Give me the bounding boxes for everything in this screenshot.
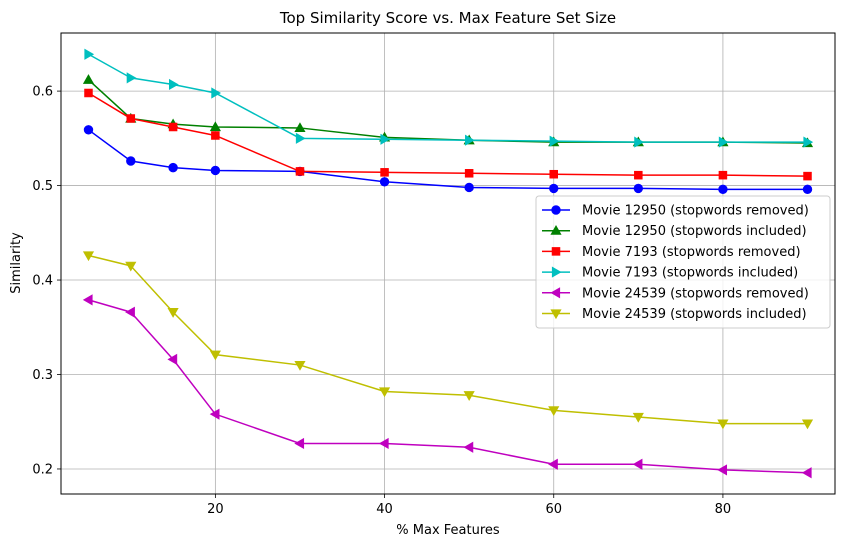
- x-tick-label: 20: [207, 502, 224, 517]
- data-point: [548, 458, 558, 470]
- legend-entry: Movie 12950 (stopwords included): [542, 224, 807, 239]
- data-point: [211, 87, 222, 99]
- legend-label: Movie 7193 (stopwords included): [582, 266, 798, 281]
- data-point: [167, 308, 179, 318]
- data-point: [294, 360, 306, 371]
- data-point: [378, 387, 391, 398]
- series-1: [83, 125, 813, 195]
- data-point: [633, 183, 644, 194]
- data-point: [464, 169, 474, 178]
- data-point: [83, 125, 94, 135]
- axis-ticks: 20 40 60 80 0.2 0.3 0.4 0.5 0.6: [32, 85, 731, 517]
- data-point: [168, 78, 179, 91]
- data-point: [463, 391, 475, 401]
- data-point: [465, 134, 475, 146]
- data-point: [464, 182, 474, 193]
- y-tick-label: 0.2: [32, 462, 53, 477]
- x-axis-label: % Max Features: [396, 523, 500, 538]
- legend-label: Movie 12950 (stopwords removed): [582, 204, 809, 219]
- data-point: [82, 251, 95, 262]
- legend-box: [535, 195, 831, 329]
- data-point: [380, 133, 391, 145]
- data-point: [548, 406, 560, 417]
- data-point: [125, 306, 135, 318]
- legend-swatch-marker: [551, 266, 562, 278]
- legend-entry: Movie 7193 (stopwords removed): [542, 245, 801, 260]
- data-point: [802, 184, 813, 195]
- data-point: [634, 170, 643, 180]
- data-point: [168, 122, 178, 132]
- legend-label: Movie 7193 (stopwords removed): [582, 245, 801, 260]
- data-point: [717, 419, 729, 430]
- legend-swatch-marker: [550, 225, 562, 235]
- x-tick-label: 60: [545, 502, 562, 517]
- x-tick-label: 80: [715, 502, 732, 517]
- series-5: [82, 294, 812, 479]
- legend-swatch-marker: [551, 247, 561, 256]
- y-tick-label: 0.4: [32, 274, 53, 289]
- data-point: [209, 121, 221, 132]
- data-point: [126, 114, 136, 123]
- series-4: [84, 48, 814, 148]
- data-point: [167, 353, 178, 365]
- data-point: [380, 168, 389, 177]
- legend-swatch-marker: [550, 309, 562, 320]
- data-point: [210, 165, 221, 176]
- data-point: [549, 169, 558, 179]
- legend-entry: Movie 24539 (stopwords included): [542, 307, 807, 322]
- data-point: [209, 350, 221, 361]
- legend-label: Movie 24539 (stopwords included): [582, 307, 807, 322]
- y-tick-label: 0.3: [32, 368, 53, 383]
- data-point: [801, 419, 814, 430]
- data-point: [632, 458, 643, 470]
- y-axis-label: Similarity: [9, 232, 24, 294]
- data-point: [125, 261, 137, 272]
- data-point: [209, 408, 220, 420]
- legend-entry: Movie 7193 (stopwords included): [542, 266, 798, 281]
- data-point: [803, 171, 812, 181]
- chart-title: Top Similarity Score vs. Max Feature Set…: [279, 9, 616, 27]
- data-point: [294, 437, 305, 450]
- legend-label: Movie 12950 (stopwords included): [582, 224, 807, 239]
- series-layer: [82, 48, 814, 479]
- plot-frame: [60, 32, 836, 495]
- data-point: [294, 122, 306, 133]
- data-point: [717, 464, 728, 476]
- data-point: [549, 183, 559, 194]
- data-point: [718, 184, 728, 195]
- data-point: [84, 88, 93, 98]
- data-point: [379, 177, 390, 187]
- data-point: [84, 48, 95, 60]
- x-tick-label: 40: [376, 502, 393, 517]
- data-point: [718, 136, 729, 148]
- y-tick-label: 0.6: [32, 85, 53, 100]
- data-point: [82, 294, 93, 306]
- legend-swatch-marker: [551, 205, 561, 215]
- legend-label: Movie 24539 (stopwords removed): [582, 286, 809, 301]
- data-point: [126, 156, 136, 166]
- data-point: [82, 74, 95, 84]
- data-point: [801, 467, 812, 479]
- data-point: [211, 131, 220, 140]
- data-point: [295, 167, 305, 176]
- series-6: [82, 251, 814, 430]
- legend: Movie 12950 (stopwords removed) Movie 129…: [535, 195, 831, 329]
- data-point: [634, 136, 644, 148]
- data-point: [632, 412, 644, 423]
- data-point: [803, 136, 814, 148]
- data-point: [718, 170, 728, 180]
- series-3: [84, 88, 812, 181]
- legend-entry: Movie 12950 (stopwords removed): [542, 204, 809, 219]
- data-point: [295, 132, 306, 144]
- y-tick-label: 0.5: [32, 179, 53, 194]
- data-point: [378, 437, 389, 450]
- legend-entry: Movie 24539 (stopwords removed): [542, 286, 809, 301]
- legend-swatch-marker: [550, 287, 561, 299]
- data-point: [126, 72, 137, 84]
- data-point: [168, 162, 178, 173]
- data-point: [549, 135, 560, 147]
- data-point: [463, 441, 474, 453]
